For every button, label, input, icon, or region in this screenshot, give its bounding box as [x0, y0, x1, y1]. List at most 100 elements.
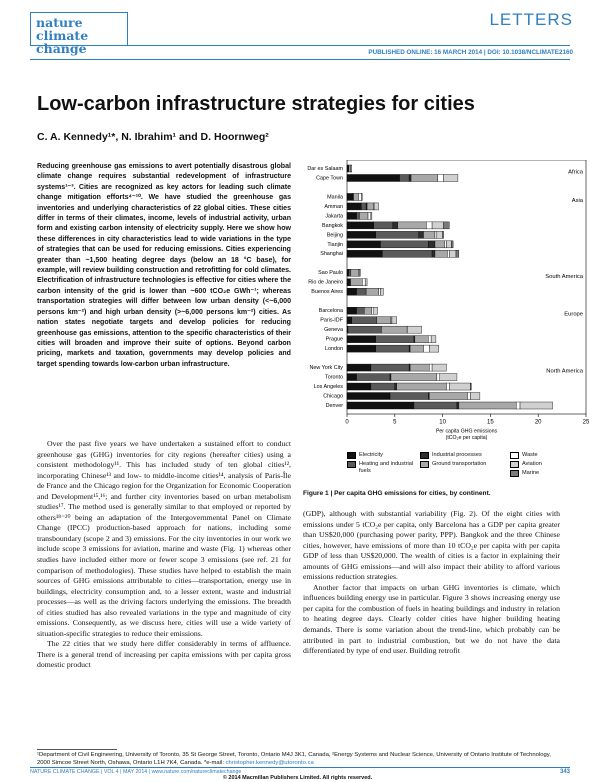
bar-segment: [396, 382, 447, 391]
bar-segment: [346, 202, 362, 211]
bar-segment: [356, 373, 391, 381]
body-column: Over the past five years we have underta…: [37, 439, 291, 671]
bar-segment: [397, 221, 427, 230]
legend-label: Industrial processes: [432, 452, 482, 458]
bar-segment: [431, 250, 436, 258]
bar-segment: [423, 344, 430, 353]
bar-segment: [356, 288, 367, 296]
bar-segment: [446, 240, 452, 249]
paragraph: Another factor that impacts on urban GHG…: [303, 582, 560, 656]
bar-segment: [346, 363, 372, 372]
legend-item: Industrial processes: [420, 452, 508, 459]
bar-segment: [346, 382, 372, 391]
group-label: North America: [546, 369, 584, 375]
bar-segment: [371, 306, 374, 315]
y-tick-label: Jakarta: [325, 213, 343, 219]
legend-label: Waste: [522, 452, 538, 458]
legend-item: Electricity: [347, 452, 415, 459]
footnote-rule: [37, 749, 117, 750]
bar-segment: [434, 250, 448, 258]
bar-segment: [346, 212, 357, 220]
y-tick-label: Los Angeles: [314, 384, 344, 390]
legend-swatch: [510, 470, 519, 477]
legend-label: Electricity: [359, 452, 383, 458]
bar-segment: [390, 373, 438, 381]
chart: Dar es Salaam Cape Town Manila Amman Jakarta…: [307, 160, 590, 441]
group-label: Africa: [568, 170, 584, 176]
bar-segment: [437, 174, 444, 182]
figure-caption: Figure 1 | Per capita GHG emissions for …: [303, 490, 491, 497]
y-tick-label: Rio de Janeiro: [308, 280, 343, 286]
bar-segment: [423, 231, 436, 239]
plot-frame: [346, 160, 587, 415]
y-tick-label: Prague: [326, 337, 343, 343]
bar-segment: [350, 164, 352, 173]
bar-segment: [346, 401, 415, 410]
bar-segment: [346, 164, 350, 173]
bar-segment: [375, 344, 410, 353]
bar-segment: [516, 401, 521, 410]
x-tick-label: 10: [439, 420, 446, 426]
bar-segment: [436, 373, 440, 381]
y-tick-label: Cape Town: [316, 175, 343, 181]
bar-segment: [449, 250, 457, 258]
affiliations: ¹Department of Civil Engineering, Univer…: [37, 752, 551, 766]
bar-segment: [380, 288, 384, 296]
bar-segment: [470, 382, 472, 391]
legend-label: Heating and industrial fuels: [359, 461, 414, 474]
bar-segment: [370, 212, 373, 220]
bar-segment: [346, 250, 383, 258]
y-tick-label: London: [325, 346, 343, 352]
bar-segment: [361, 202, 367, 211]
bar-segment: [346, 278, 351, 286]
y-tick-label: Chicago: [323, 393, 343, 399]
y-tick-label: Sao Paulo: [318, 270, 343, 276]
bar-segment: [389, 392, 429, 400]
legend-label: Ground transportation: [432, 461, 487, 467]
x-tick-label: 25: [583, 420, 590, 426]
bar-segment: [364, 306, 373, 315]
bar-segment: [409, 344, 424, 353]
y-tick-label: Denver: [326, 403, 344, 409]
y-tick-label: Buenos Aires: [311, 289, 343, 295]
x-tick-label: 15: [487, 420, 494, 426]
bar-segment: [359, 212, 369, 220]
logo-line: nature: [36, 15, 83, 30]
bar-segment: [359, 269, 361, 277]
bar-segment: [375, 335, 415, 343]
bar-segment: [366, 202, 374, 211]
bar-segment: [346, 193, 353, 201]
bar-segment: [392, 221, 398, 230]
bar-segment: [348, 269, 352, 277]
legend-swatch: [347, 452, 356, 459]
bar-segment: [375, 231, 419, 239]
bar-segment: [346, 306, 357, 315]
bar-segment: [378, 288, 381, 296]
legend-label: Aviation: [522, 461, 542, 467]
bar-segment: [409, 363, 430, 372]
bar-segment: [361, 193, 363, 201]
bar-segment: [456, 401, 460, 410]
bar-segment: [351, 316, 377, 324]
bar-segment: [346, 392, 391, 400]
bar-segment: [346, 373, 357, 381]
bar-segment: [362, 278, 366, 286]
bar-segment: [374, 202, 379, 211]
legend-swatch: [510, 452, 519, 459]
bar-segment: [346, 344, 376, 353]
bar-segment: [399, 174, 410, 182]
bar-segment: [446, 382, 450, 391]
x-tick-label: 5: [393, 420, 397, 426]
paragraph: (GDP), although with substantial variabi…: [303, 509, 560, 582]
y-tick-label: Bangkok: [322, 223, 343, 229]
bar-segment: [346, 269, 350, 277]
legend-swatch: [510, 461, 519, 468]
header-rule: [30, 45, 570, 46]
bar-segment: [358, 193, 362, 201]
legend-item: Waste: [510, 452, 560, 459]
x-tick-label: 20: [535, 420, 542, 426]
body-column: (GDP), although with substantial variabi…: [303, 509, 560, 657]
bar-segment: [428, 240, 436, 249]
bar-segment: [434, 240, 445, 249]
y-tick-label: New York City: [309, 365, 343, 371]
